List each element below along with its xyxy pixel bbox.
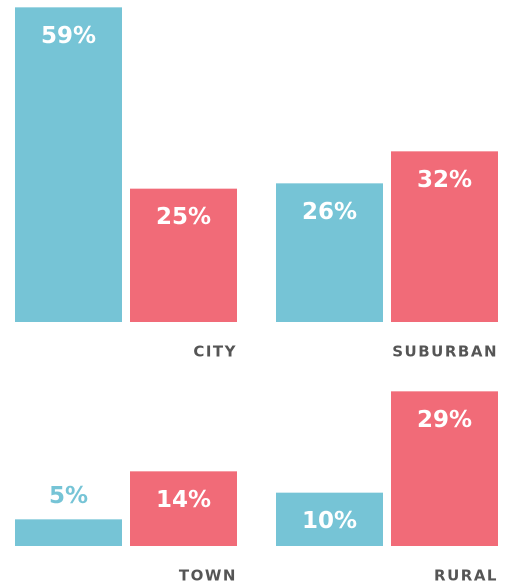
value-label: 10% bbox=[302, 508, 357, 534]
category-label: CITY bbox=[193, 343, 237, 361]
value-label: 14% bbox=[156, 487, 211, 513]
bar bbox=[391, 391, 498, 546]
bar bbox=[391, 151, 498, 322]
value-label: 29% bbox=[417, 407, 472, 433]
bar bbox=[276, 492, 383, 546]
category-label: RURAL bbox=[434, 567, 498, 585]
bar bbox=[276, 183, 383, 322]
value-label: 32% bbox=[417, 167, 472, 193]
value-label: 26% bbox=[302, 199, 357, 225]
category-label: TOWN bbox=[179, 567, 237, 585]
bar bbox=[130, 188, 237, 322]
bar bbox=[130, 471, 237, 546]
category-label: SUBURBAN bbox=[392, 343, 498, 361]
value-label: 5% bbox=[49, 483, 88, 509]
bar bbox=[15, 519, 122, 546]
value-label: 59% bbox=[41, 23, 96, 49]
bar bbox=[15, 7, 122, 322]
value-label: 25% bbox=[156, 204, 211, 230]
